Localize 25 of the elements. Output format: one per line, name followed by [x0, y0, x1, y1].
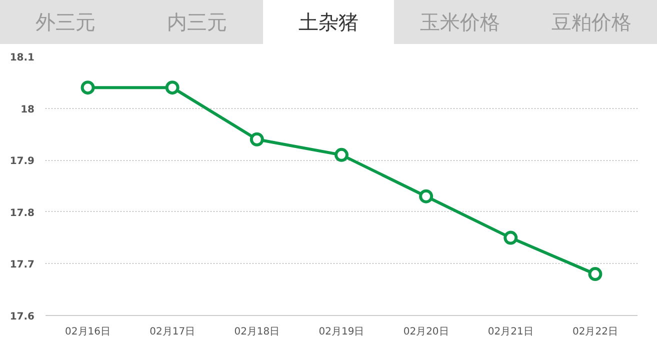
chart-title: 土杂猪 [262, 0, 394, 44]
text: 内三元 [131, 0, 263, 44]
point [419, 189, 434, 204]
text: 玉米价格 [394, 0, 526, 44]
x-tick-label: 02月18日 [234, 326, 280, 338]
y-tick-label: 17.7 [10, 260, 35, 271]
x-tick-label: 02月20日 [403, 326, 449, 338]
y-tick-label: 18.1 [10, 52, 35, 64]
point [588, 267, 602, 282]
y-tick-label: 17.6 [10, 312, 35, 322]
x-tick-label: 02月17日 [150, 326, 196, 338]
text: 外三元 [0, 0, 132, 44]
x-tick-label: 02月19日 [318, 326, 364, 338]
y-tick-label: 17.8 [10, 208, 35, 219]
point [80, 80, 95, 95]
y-tick-label: 18 [20, 104, 35, 116]
x-tick-label: 02月16日 [65, 326, 111, 338]
point [504, 230, 518, 245]
x-tick-label: 02月21日 [488, 326, 534, 338]
y-tick-label: 17.9 [10, 156, 35, 168]
text: 豆粕价格 [526, 0, 657, 44]
x-tick-label: 02月22日 [572, 326, 618, 338]
point [165, 80, 180, 95]
point [334, 148, 348, 162]
point [250, 132, 264, 146]
